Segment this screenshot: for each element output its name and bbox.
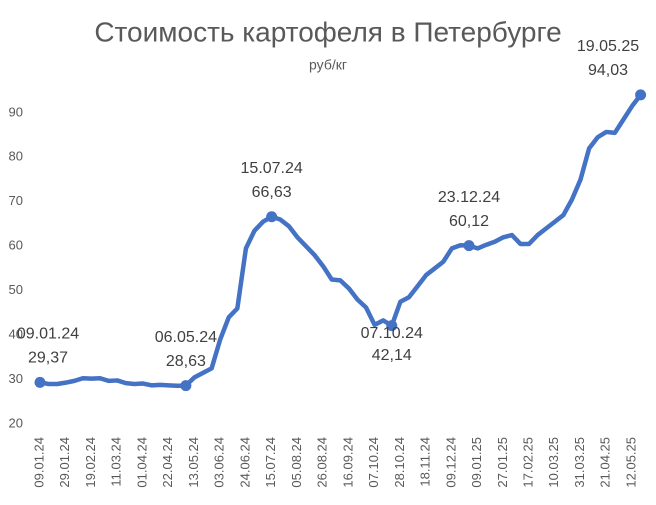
- chart-title: Стоимость картофеля в Петербурге: [94, 16, 561, 47]
- x-tick-label: 24.06.24: [237, 437, 252, 488]
- x-tick-label: 09.01.24: [31, 437, 46, 488]
- x-tick-label: 03.06.24: [212, 437, 227, 488]
- annotation-value: 94,03: [588, 62, 628, 79]
- annotation-date: 07.10.24: [361, 325, 423, 342]
- x-tick-label: 28.10.24: [392, 437, 407, 488]
- annotation-value: 28,63: [166, 353, 206, 370]
- annotation-date: 23.12.24: [438, 189, 500, 206]
- y-tick-label: 50: [9, 282, 23, 297]
- x-tick-label: 09.12.24: [443, 437, 458, 488]
- y-tick-label: 80: [9, 149, 23, 164]
- x-tick-label: 09.01.25: [469, 437, 484, 488]
- point-marker: [266, 211, 278, 223]
- chart-subtitle: руб/кг: [309, 57, 347, 73]
- y-tick-label: 20: [9, 415, 23, 430]
- x-tick-label: 27.01.25: [495, 437, 510, 488]
- point-marker: [463, 240, 475, 252]
- y-tick-label: 30: [9, 371, 23, 386]
- x-tick-label: 13.05.24: [186, 437, 201, 488]
- annotation-value: 29,37: [28, 350, 68, 367]
- annotation-date: 06.05.24: [155, 329, 217, 346]
- x-tick-label: 07.10.24: [366, 437, 381, 488]
- x-tick-label: 29.01.24: [57, 437, 72, 488]
- y-tick-label: 70: [9, 193, 23, 208]
- x-tick-label: 18.11.24: [418, 437, 433, 487]
- x-tick-label: 26.08.24: [315, 437, 330, 488]
- x-tick-label: 19.02.24: [83, 437, 98, 488]
- y-tick-label: 60: [9, 238, 23, 253]
- x-tick-label: 01.04.24: [134, 437, 149, 488]
- x-tick-label: 31.03.25: [572, 437, 587, 488]
- x-tick-label: 21.04.25: [598, 437, 613, 488]
- x-tick-label: 15.07.24: [263, 437, 278, 488]
- annotation-value: 60,12: [449, 213, 489, 230]
- data-line: [37, 92, 643, 389]
- annotation-value: 66,63: [252, 184, 292, 201]
- y-tick-label: 90: [9, 104, 23, 119]
- x-tick-label: 22.04.24: [160, 437, 175, 488]
- point-marker: [635, 89, 647, 101]
- y-tick-label: 40: [9, 327, 23, 342]
- point-marker: [180, 380, 192, 392]
- x-tick-label: 05.08.24: [289, 437, 304, 488]
- annotation-date: 15.07.24: [241, 160, 303, 177]
- x-tick-label: 11.03.24: [109, 437, 124, 487]
- x-tick-label: 17.02.25: [520, 437, 535, 488]
- x-tick-label: 10.03.25: [546, 437, 561, 488]
- x-tick-label: 16.09.24: [340, 437, 355, 488]
- annotation-date: 19.05.25: [577, 38, 639, 55]
- point-marker: [386, 320, 398, 332]
- point-marker: [34, 376, 46, 388]
- annotation-value: 42,14: [372, 347, 412, 364]
- annotation-date: 09.01.24: [17, 326, 79, 343]
- x-tick-label: 12.05.25: [623, 437, 638, 488]
